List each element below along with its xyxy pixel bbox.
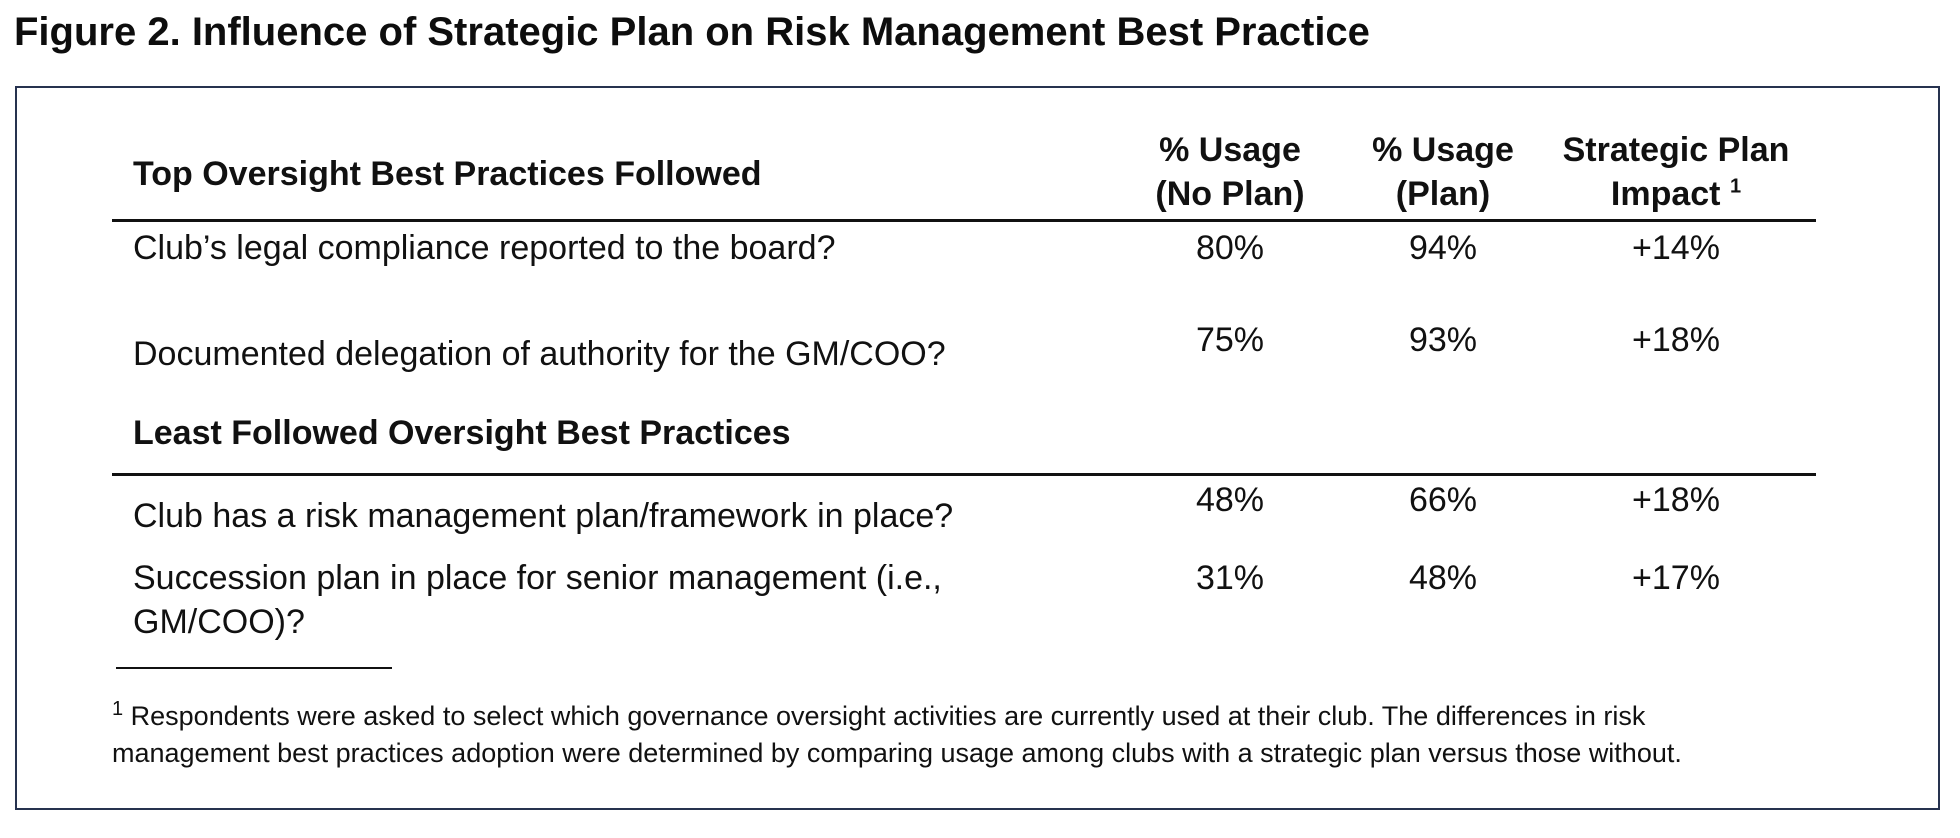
footnote-marker: 1 — [112, 698, 124, 720]
cell-plan: 66% — [1408, 481, 1478, 519]
footnote-text-line1: Respondents were asked to select which g… — [130, 701, 1646, 731]
column-header-no-plan: % Usage (No Plan) — [1130, 128, 1330, 216]
row-label: Succession plan in place for senior mana… — [133, 559, 942, 597]
footnote-line1: 1 Respondents were asked to select which… — [112, 698, 1682, 735]
column-header-impact-line2: Impact — [1610, 175, 1721, 213]
table-frame — [15, 86, 1940, 810]
cell-plan: 94% — [1408, 229, 1478, 267]
column-header-no-plan-line2: (No Plan) — [1155, 175, 1305, 213]
footnote-text-line2: management best practices adoption were … — [112, 738, 1682, 768]
section-rule-top — [112, 219, 1816, 222]
column-header-no-plan-line1: % Usage — [1159, 131, 1301, 169]
section-header-least: Least Followed Oversight Best Practices — [133, 414, 791, 452]
column-header-impact-sup: 1 — [1729, 175, 1742, 198]
column-header-plan-line1: % Usage — [1372, 131, 1514, 169]
row-label: Club has a risk management plan/framewor… — [133, 497, 954, 535]
section-rule-least — [112, 473, 1816, 476]
cell-plan: 93% — [1408, 321, 1478, 359]
footnote: 1 Respondents were asked to select which… — [112, 698, 1682, 772]
footnote-separator — [116, 667, 392, 669]
row-label-continued: GM/COO)? — [133, 603, 305, 641]
cell-impact: +14% — [1632, 229, 1720, 267]
cell-no-plan: 31% — [1195, 559, 1265, 597]
cell-no-plan: 75% — [1195, 321, 1265, 359]
column-header-impact-line1: Strategic Plan — [1562, 131, 1790, 169]
cell-no-plan: 80% — [1195, 229, 1265, 267]
column-header-impact: Strategic Plan Impact 1 — [1536, 128, 1816, 216]
cell-impact: +18% — [1632, 481, 1720, 519]
cell-impact: +17% — [1632, 559, 1720, 597]
column-header-plan-line2: (Plan) — [1395, 175, 1491, 213]
cell-plan: 48% — [1408, 559, 1478, 597]
cell-impact: +18% — [1632, 321, 1720, 359]
section-header-top: Top Oversight Best Practices Followed — [133, 155, 762, 193]
row-label: Documented delegation of authority for t… — [133, 335, 946, 373]
cell-no-plan: 48% — [1195, 481, 1265, 519]
column-header-plan: % Usage (Plan) — [1343, 128, 1543, 216]
row-label: Club’s legal compliance reported to the … — [133, 229, 836, 267]
figure-title: Figure 2. Influence of Strategic Plan on… — [14, 10, 1370, 54]
column-header-impact-line2-wrap: Impact 1 — [1536, 172, 1816, 216]
